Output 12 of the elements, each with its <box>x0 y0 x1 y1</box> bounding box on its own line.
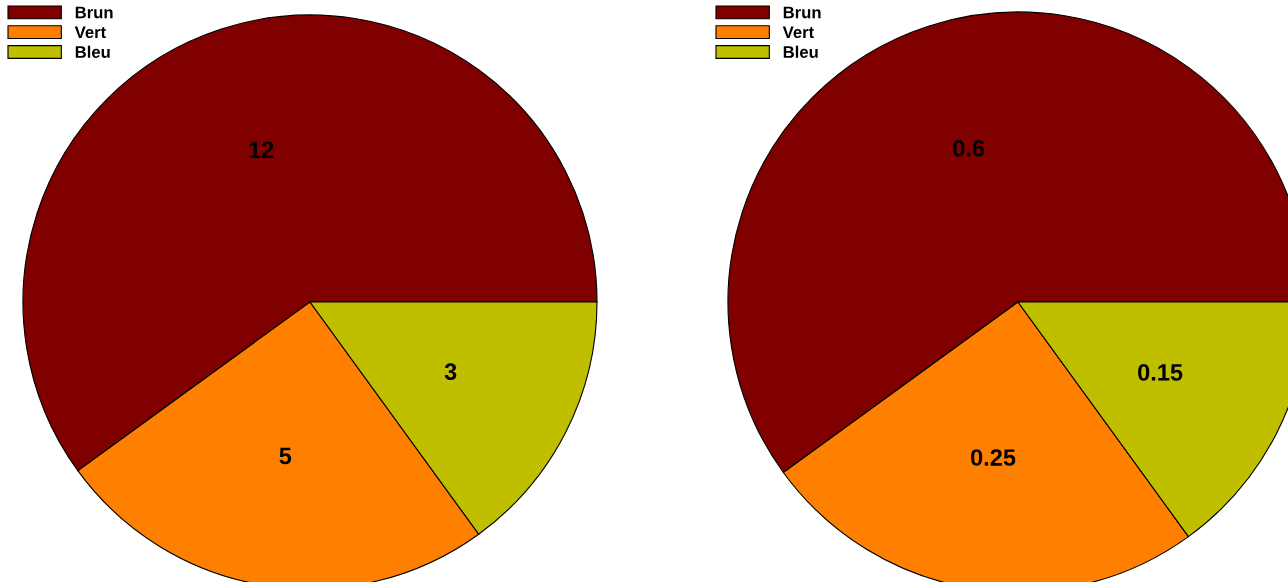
legend-label: Vert <box>782 26 814 39</box>
data-label: 0.15 <box>1138 364 1183 381</box>
data-label: 3 <box>444 363 457 381</box>
legend-label: Brun <box>75 6 113 19</box>
data-label: 5 <box>279 447 292 465</box>
data-label: 0.6 <box>953 139 985 157</box>
data-label: 0.25 <box>971 449 1016 466</box>
legend-label: Bleu <box>75 45 110 58</box>
data-label: 12 <box>249 141 274 158</box>
legend-label: Bleu <box>783 45 818 58</box>
legend-label: Vert <box>74 26 106 39</box>
legend-label: Brun <box>783 6 821 19</box>
